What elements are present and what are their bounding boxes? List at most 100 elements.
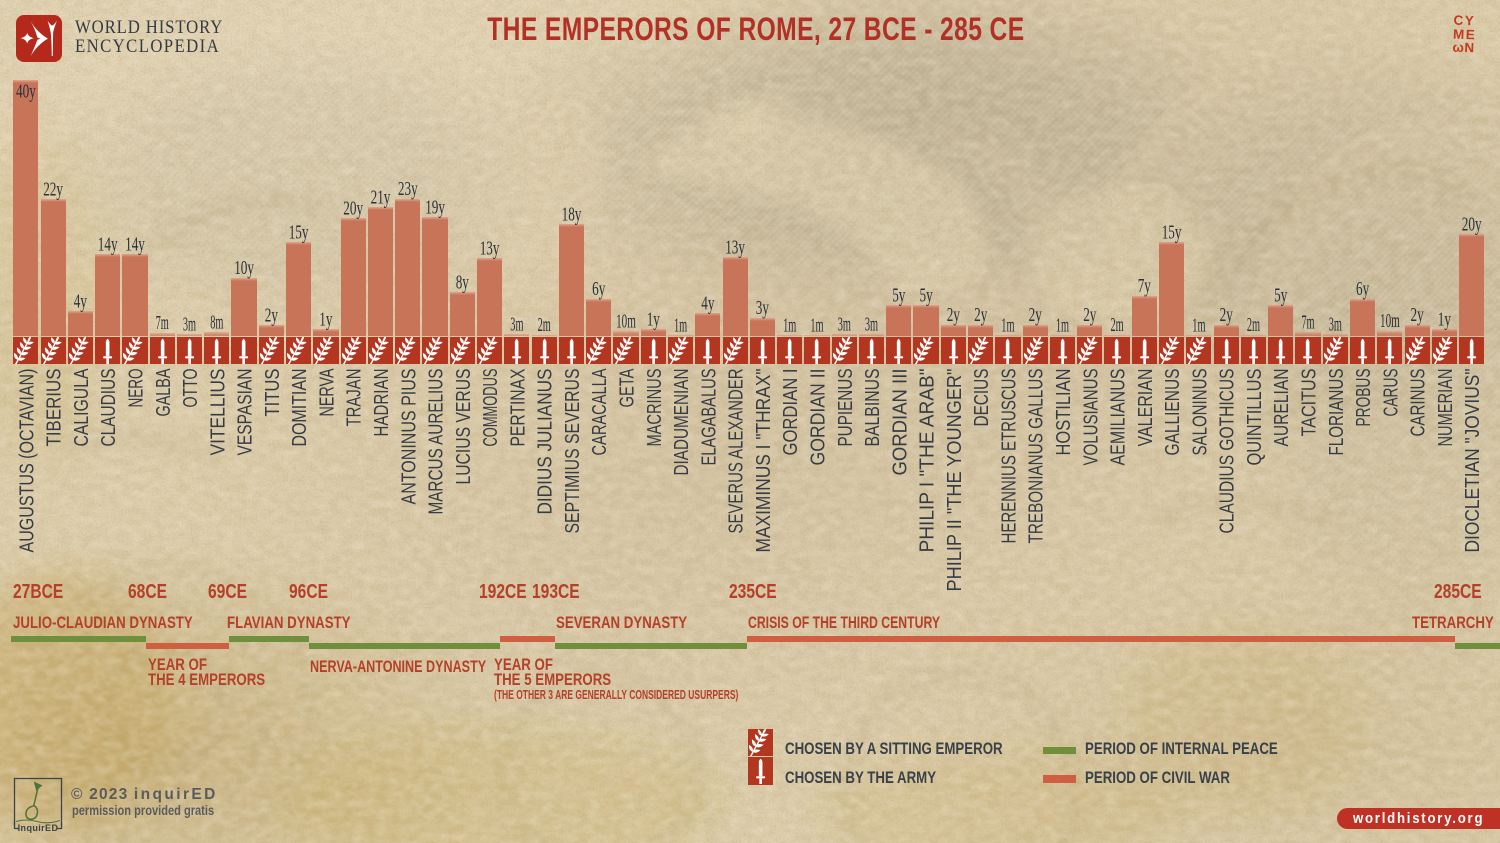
svg-text:FLORIANUS: FLORIANUS	[1326, 369, 1348, 456]
svg-text:VITELLIUS: VITELLIUS	[207, 369, 229, 456]
svg-text:4y: 4y	[701, 293, 714, 315]
svg-text:1m: 1m	[1192, 314, 1205, 336]
svg-text:5y: 5y	[1274, 285, 1287, 307]
svg-text:NUMERIAN: NUMERIAN	[1435, 369, 1457, 447]
svg-text:GALBA: GALBA	[153, 368, 175, 416]
svg-text:1m: 1m	[810, 314, 823, 336]
svg-text:2m: 2m	[1247, 314, 1260, 336]
svg-text:5y: 5y	[920, 285, 933, 307]
svg-text:ANTONINUS PIUS: ANTONINUS PIUS	[398, 369, 420, 505]
svg-text:8y: 8y	[456, 272, 469, 294]
svg-text:PHILIP I "THE ARAB": PHILIP I "THE ARAB"	[917, 369, 939, 553]
svg-text:GALLIENUS: GALLIENUS	[1162, 369, 1184, 456]
svg-text:3m: 3m	[1329, 314, 1342, 336]
svg-text:10m: 10m	[616, 311, 636, 333]
svg-text:HOSTILIAN: HOSTILIAN	[1053, 369, 1075, 456]
svg-text:TREBONIANUS GALLUS: TREBONIANUS GALLUS	[1026, 369, 1048, 544]
svg-text:CLAUDIUS GOTHICUS: CLAUDIUS GOTHICUS	[1217, 369, 1239, 534]
svg-text:PUPIENUS: PUPIENUS	[835, 369, 857, 447]
svg-text:6y: 6y	[1356, 278, 1369, 300]
svg-text:1y: 1y	[319, 309, 332, 331]
svg-text:2y: 2y	[974, 304, 987, 326]
svg-text:SEVERUS ALEXANDER: SEVERUS ALEXANDER	[726, 369, 748, 534]
svg-text:15y: 15y	[289, 222, 309, 244]
svg-text:20y: 20y	[1462, 214, 1482, 236]
svg-text:AEMILIANUS: AEMILIANUS	[1108, 369, 1130, 466]
svg-text:VOLUSIANUS: VOLUSIANUS	[1080, 369, 1102, 466]
svg-text:2y: 2y	[1029, 304, 1042, 326]
svg-text:7m: 7m	[1301, 312, 1314, 334]
svg-text:2m: 2m	[1111, 314, 1124, 336]
svg-text:CARINUS: CARINUS	[1408, 369, 1430, 437]
svg-text:3m: 3m	[865, 314, 878, 336]
svg-text:DIOCLETIAN "JOVIUS": DIOCLETIAN "JOVIUS"	[1462, 369, 1484, 553]
svg-text:4y: 4y	[74, 291, 87, 313]
svg-text:AURELIAN: AURELIAN	[1271, 369, 1293, 447]
svg-text:3m: 3m	[510, 314, 523, 336]
svg-text:CARUS: CARUS	[1380, 369, 1402, 417]
svg-text:10m: 10m	[1380, 310, 1400, 332]
svg-text:HADRIAN: HADRIAN	[371, 369, 393, 437]
svg-text:PERTINAX: PERTINAX	[507, 369, 529, 447]
svg-text:1y: 1y	[1438, 309, 1451, 331]
svg-text:CARACALLA: CARACALLA	[589, 368, 611, 455]
svg-text:18y: 18y	[562, 204, 582, 226]
svg-text:1m: 1m	[674, 314, 687, 336]
svg-text:DIDIUS JULIANUS: DIDIUS JULIANUS	[535, 369, 557, 515]
svg-text:7y: 7y	[1138, 275, 1151, 297]
svg-text:15y: 15y	[1162, 222, 1182, 244]
svg-text:2y: 2y	[1083, 304, 1096, 326]
svg-text:TITUS: TITUS	[262, 369, 284, 417]
svg-text:2y: 2y	[265, 305, 278, 327]
svg-text:GETA: GETA	[617, 368, 639, 407]
svg-text:DOMITIAN: DOMITIAN	[289, 369, 311, 447]
svg-text:HERENNIUS ETRUSCUS: HERENNIUS ETRUSCUS	[998, 369, 1020, 544]
svg-text:21y: 21y	[371, 187, 391, 209]
svg-text:PROBUS: PROBUS	[1353, 369, 1375, 427]
svg-text:InquirED: InquirED	[18, 823, 59, 833]
svg-text:MARCUS AURELIUS: MARCUS AURELIUS	[426, 368, 448, 514]
svg-text:3y: 3y	[756, 297, 769, 319]
svg-text:1y: 1y	[647, 309, 660, 331]
svg-text:13y: 13y	[480, 238, 500, 260]
svg-text:7m: 7m	[156, 312, 169, 334]
svg-text:TRAJAN: TRAJAN	[344, 369, 366, 427]
svg-text:8m: 8m	[210, 312, 223, 334]
svg-text:QUINTILLUS: QUINTILLUS	[1244, 369, 1266, 466]
svg-text:PHILIP II "THE YOUNGER": PHILIP II "THE YOUNGER"	[944, 369, 966, 592]
svg-text:AUGUSTUS (OCTAVIAN): AUGUSTUS (OCTAVIAN)	[16, 369, 38, 553]
svg-text:2y: 2y	[947, 304, 960, 326]
svg-text:5y: 5y	[892, 285, 905, 307]
svg-text:ELAGABALUS: ELAGABALUS	[698, 369, 720, 466]
svg-text:1m: 1m	[1001, 314, 1014, 336]
svg-text:BALBINUS: BALBINUS	[862, 369, 884, 447]
svg-text:14y: 14y	[125, 234, 145, 256]
svg-text:MACRINUS: MACRINUS	[644, 369, 666, 447]
svg-text:2m: 2m	[538, 314, 551, 336]
svg-text:CALIGULA: CALIGULA	[71, 368, 93, 447]
svg-text:DIADUMENIAN: DIADUMENIAN	[671, 369, 693, 476]
svg-text:2y: 2y	[1411, 304, 1424, 326]
svg-text:TIBERIUS: TIBERIUS	[44, 369, 66, 447]
svg-text:MAXIMINUS I "THRAX": MAXIMINUS I "THRAX"	[753, 369, 775, 553]
svg-text:OTTO: OTTO	[180, 369, 202, 408]
svg-text:1m: 1m	[1056, 314, 1069, 336]
svg-text:COMMODUS: COMMODUS	[480, 368, 502, 446]
svg-text:DECIUS: DECIUS	[971, 369, 993, 427]
svg-text:6y: 6y	[592, 278, 605, 300]
svg-text:VALERIAN: VALERIAN	[1135, 369, 1157, 447]
svg-text:SEPTIMIUS SEVERUS: SEPTIMIUS SEVERUS	[562, 369, 584, 534]
svg-text:1m: 1m	[783, 314, 796, 336]
svg-text:VESPASIAN: VESPASIAN	[235, 369, 257, 456]
svg-text:23y: 23y	[398, 178, 418, 200]
svg-text:LUCIUS VERUS: LUCIUS VERUS	[453, 369, 475, 485]
svg-text:2y: 2y	[1220, 304, 1233, 326]
svg-text:TACITUS: TACITUS	[1299, 369, 1321, 437]
svg-text:10y: 10y	[234, 257, 254, 279]
svg-text:GORDIAN I: GORDIAN I	[780, 369, 802, 456]
svg-text:GORDIAN II: GORDIAN II	[808, 369, 830, 466]
svg-text:22y: 22y	[43, 179, 63, 201]
svg-text:19y: 19y	[425, 197, 445, 219]
svg-text:GORDIAN III: GORDIAN III	[889, 369, 911, 476]
svg-text:CLAUDIUS: CLAUDIUS	[98, 369, 120, 447]
